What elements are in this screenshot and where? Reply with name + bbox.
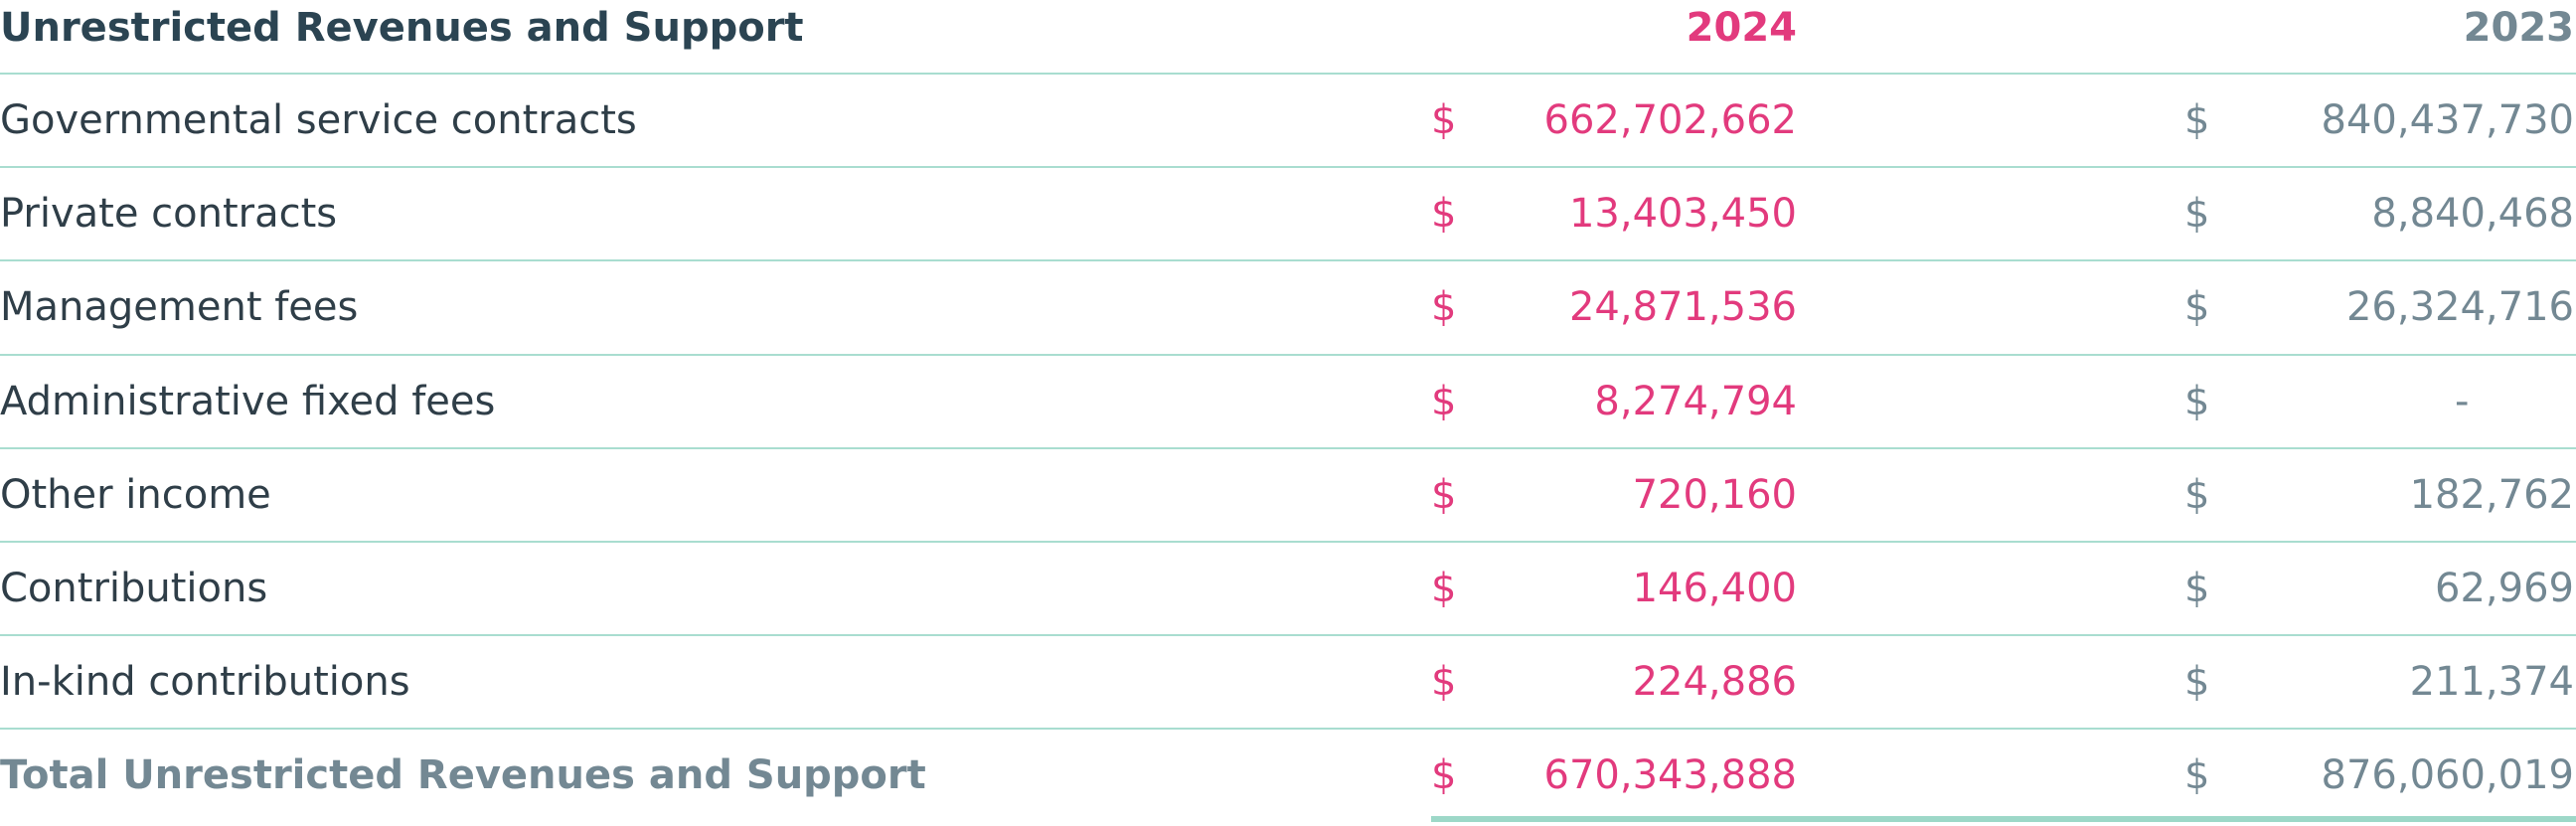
total-label: Total Unrestricted Revenues and Support [0,752,926,799]
currency-symbol: $ [2184,378,2210,424]
currency-symbol: $ [1431,284,1457,331]
currency-symbol: $ [1431,566,1457,611]
value-2024: 224,886 [1632,659,1797,706]
value-2024: 8,274,794 [1594,378,1797,424]
currency-symbol: $ [1431,659,1457,706]
currency-symbol: $ [2184,97,2210,143]
value-2024: 662,702,662 [1543,97,1797,143]
row-divider [0,73,2576,75]
currency-symbol: $ [2184,191,2210,238]
row-divider [0,447,2576,449]
row-label: Other income [0,471,271,518]
currency-symbol: $ [1431,97,1457,143]
value-2023: 62,969 [2435,566,2574,611]
value-2023: - [2455,378,2470,424]
row-divider [0,166,2576,168]
row-label: Contributions [0,566,268,611]
row-divider [0,541,2576,543]
year-header: 2024 [1686,5,1797,51]
currency-symbol: $ [2184,566,2210,611]
currency-symbol: $ [1431,752,1457,799]
currency-symbol: $ [1431,378,1457,424]
row-divider [0,259,2576,261]
row-divider [0,354,2576,356]
currency-symbol: $ [1431,471,1457,518]
table-title: Unrestricted Revenues and Support [0,5,804,51]
row-divider [0,634,2576,636]
row-label: Governmental service contracts [0,97,637,143]
value-2023: 182,762 [2409,471,2574,518]
value-2023: 840,437,730 [2321,97,2574,143]
row-label: Administrative fixed fees [0,378,496,424]
value-2024: 720,160 [1632,471,1797,518]
currency-symbol: $ [2184,659,2210,706]
value-2023: 876,060,019 [2321,752,2574,799]
currency-symbol: $ [2184,471,2210,518]
value-2024: 24,871,536 [1568,284,1797,331]
row-divider [0,728,2576,730]
row-label: Management fees [0,284,359,331]
total-underline [1431,816,2576,822]
row-label: In-kind contributions [0,659,410,706]
currency-symbol: $ [2184,752,2210,799]
value-2023: 26,324,716 [2345,284,2574,331]
value-2024: 13,403,450 [1568,191,1797,238]
value-2023: 211,374 [2409,659,2574,706]
row-label: Private contracts [0,191,338,238]
value-2024: 146,400 [1632,566,1797,611]
currency-symbol: $ [1431,191,1457,238]
year-header: 2023 [2463,5,2574,51]
value-2024: 670,343,888 [1543,752,1797,799]
value-2023: 8,840,468 [2371,191,2574,238]
currency-symbol: $ [2184,284,2210,331]
